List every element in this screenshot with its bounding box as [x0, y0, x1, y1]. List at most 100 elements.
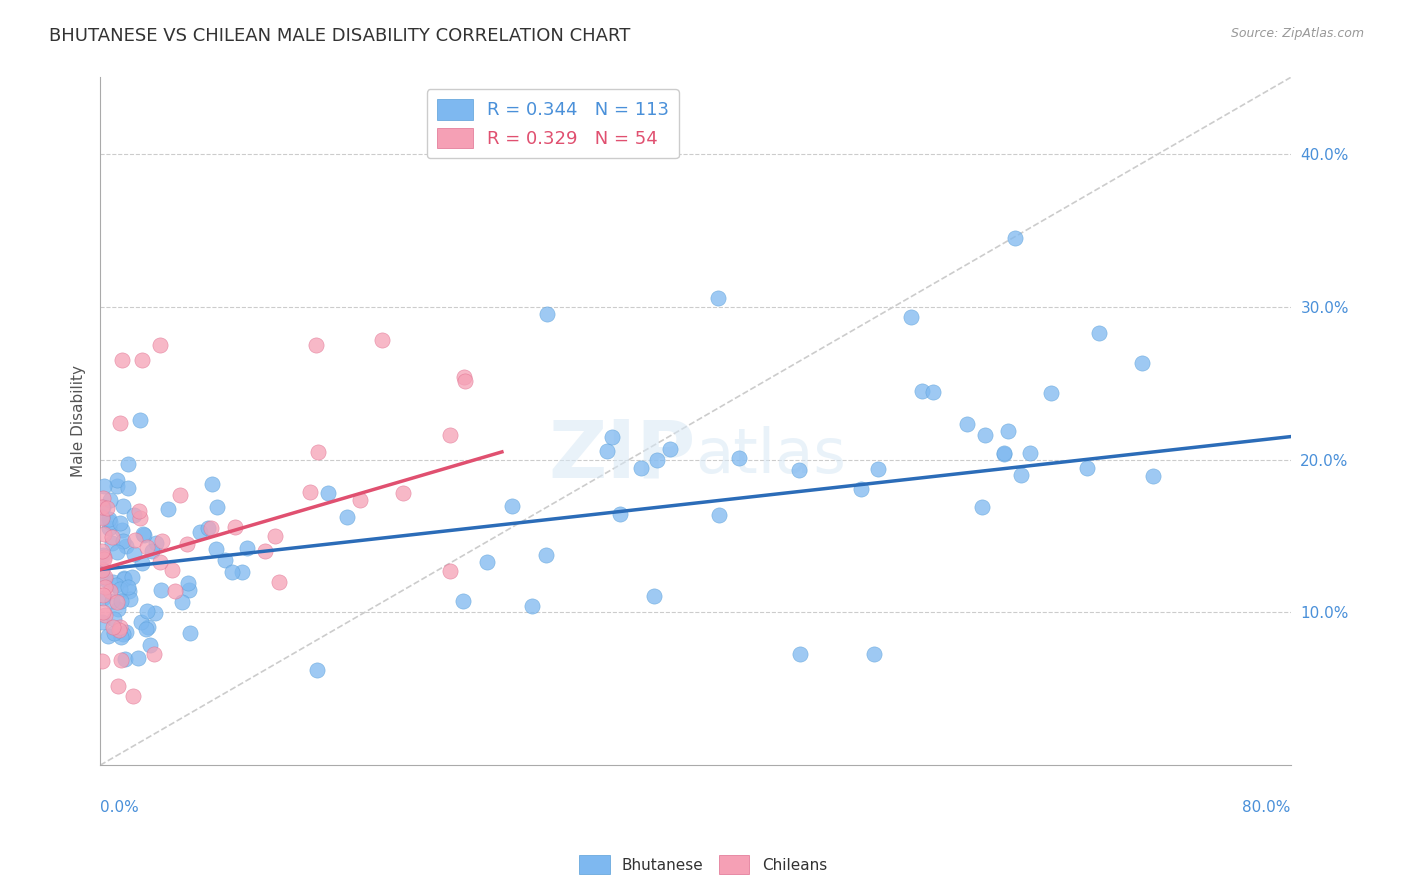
Point	[91, 548, 114, 562]
Point	[98, 583, 121, 598]
Point	[129, 511, 152, 525]
Point	[108, 619, 131, 633]
Point	[114, 652, 136, 666]
Point	[118, 592, 141, 607]
Point	[336, 509, 359, 524]
Point	[305, 338, 328, 352]
Point	[141, 544, 163, 558]
Point	[997, 424, 1019, 438]
Point	[176, 537, 198, 551]
Point	[97, 512, 120, 526]
Point	[179, 582, 201, 597]
Point	[974, 428, 997, 442]
Point	[111, 353, 134, 368]
Point	[316, 486, 339, 500]
Point	[105, 578, 128, 592]
Point	[111, 500, 134, 514]
Point	[108, 516, 131, 531]
Point	[659, 442, 682, 456]
Point	[111, 534, 134, 549]
Point	[169, 488, 191, 502]
Point	[371, 333, 394, 347]
Point	[90, 654, 112, 668]
Point	[136, 604, 159, 618]
Point	[645, 452, 668, 467]
Point	[993, 447, 1015, 461]
Point	[1004, 231, 1026, 245]
Point	[501, 500, 523, 514]
Point	[156, 501, 179, 516]
Point	[451, 594, 474, 608]
Point	[107, 479, 129, 493]
Point	[1019, 446, 1042, 460]
Point	[134, 527, 156, 541]
Point	[235, 541, 257, 556]
Point	[149, 555, 172, 569]
Point	[205, 542, 228, 557]
Point	[101, 530, 124, 544]
Point	[707, 508, 730, 522]
Point	[128, 504, 150, 518]
Point	[108, 582, 131, 596]
Point	[115, 539, 138, 553]
Y-axis label: Male Disability: Male Disability	[72, 366, 86, 477]
Point	[98, 515, 121, 529]
Point	[105, 474, 128, 488]
Point	[108, 623, 131, 637]
Point	[197, 520, 219, 534]
Point	[121, 569, 143, 583]
Point	[105, 545, 128, 559]
Point	[90, 563, 112, 577]
Point	[863, 647, 886, 661]
Point	[111, 627, 134, 641]
Point	[453, 369, 475, 384]
Point	[90, 562, 112, 576]
Point	[107, 679, 129, 693]
Text: 0.0%: 0.0%	[100, 799, 139, 814]
Point	[866, 462, 889, 476]
Point	[205, 500, 228, 514]
Point	[110, 630, 132, 644]
Point	[90, 615, 112, 629]
Point	[1010, 467, 1032, 482]
Point	[139, 638, 162, 652]
Point	[536, 307, 558, 321]
Point	[122, 547, 145, 561]
Point	[112, 572, 135, 586]
Point	[993, 446, 1015, 460]
Point	[307, 664, 329, 678]
Point	[149, 338, 172, 352]
Point	[94, 572, 117, 586]
Point	[110, 416, 132, 430]
Point	[179, 625, 201, 640]
Point	[439, 564, 461, 578]
Point	[96, 500, 118, 515]
Point	[231, 565, 253, 579]
Point	[103, 620, 125, 634]
Point	[129, 615, 152, 629]
Point	[93, 527, 115, 541]
Point	[90, 543, 112, 558]
Point	[392, 485, 415, 500]
Point	[143, 647, 166, 661]
Point	[90, 510, 112, 524]
Point	[911, 384, 934, 398]
Point	[94, 580, 117, 594]
Point	[93, 551, 115, 566]
Point	[849, 482, 872, 496]
Point	[177, 576, 200, 591]
Point	[160, 564, 183, 578]
Point	[136, 620, 159, 634]
Point	[110, 653, 132, 667]
Legend: Bhutanese, Chileans: Bhutanese, Chileans	[574, 849, 832, 880]
Point	[170, 594, 193, 608]
Point	[91, 510, 114, 524]
Point	[143, 607, 166, 621]
Legend: R = 0.344   N = 113, R = 0.329   N = 54: R = 0.344 N = 113, R = 0.329 N = 54	[426, 89, 679, 158]
Point	[254, 544, 277, 558]
Point	[129, 413, 152, 427]
Point	[94, 570, 117, 584]
Point	[789, 647, 811, 661]
Point	[522, 599, 544, 614]
Point	[221, 565, 243, 579]
